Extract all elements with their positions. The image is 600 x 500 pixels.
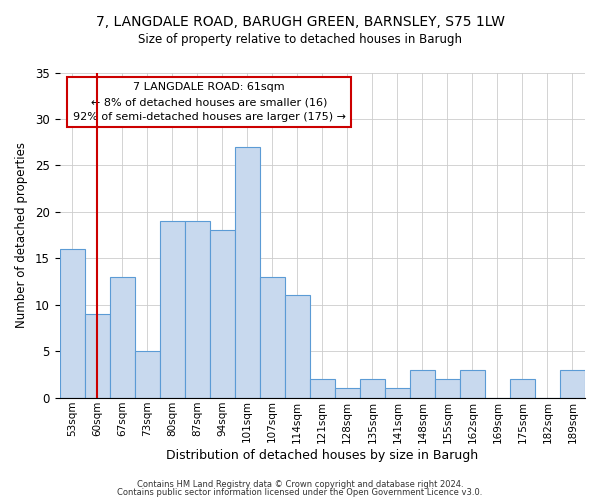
Bar — [160, 221, 185, 398]
Bar — [410, 370, 435, 398]
Bar — [460, 370, 485, 398]
Bar — [235, 147, 260, 398]
Text: Contains HM Land Registry data © Crown copyright and database right 2024.: Contains HM Land Registry data © Crown c… — [137, 480, 463, 489]
Bar — [310, 379, 335, 398]
Bar — [435, 379, 460, 398]
Text: Size of property relative to detached houses in Barugh: Size of property relative to detached ho… — [138, 32, 462, 46]
Text: 7, LANGDALE ROAD, BARUGH GREEN, BARNSLEY, S75 1LW: 7, LANGDALE ROAD, BARUGH GREEN, BARNSLEY… — [95, 15, 505, 29]
Bar — [335, 388, 360, 398]
Bar — [560, 370, 585, 398]
Bar — [85, 314, 110, 398]
Bar — [110, 277, 134, 398]
Bar — [59, 249, 85, 398]
Text: Contains public sector information licensed under the Open Government Licence v3: Contains public sector information licen… — [118, 488, 482, 497]
Bar — [360, 379, 385, 398]
X-axis label: Distribution of detached houses by size in Barugh: Distribution of detached houses by size … — [166, 450, 478, 462]
Bar — [209, 230, 235, 398]
Bar — [260, 277, 285, 398]
Y-axis label: Number of detached properties: Number of detached properties — [15, 142, 28, 328]
Bar — [385, 388, 410, 398]
Bar — [134, 351, 160, 398]
Bar — [285, 296, 310, 398]
Text: 7 LANGDALE ROAD: 61sqm
← 8% of detached houses are smaller (16)
92% of semi-deta: 7 LANGDALE ROAD: 61sqm ← 8% of detached … — [73, 82, 346, 122]
Bar — [510, 379, 535, 398]
Bar — [185, 221, 209, 398]
